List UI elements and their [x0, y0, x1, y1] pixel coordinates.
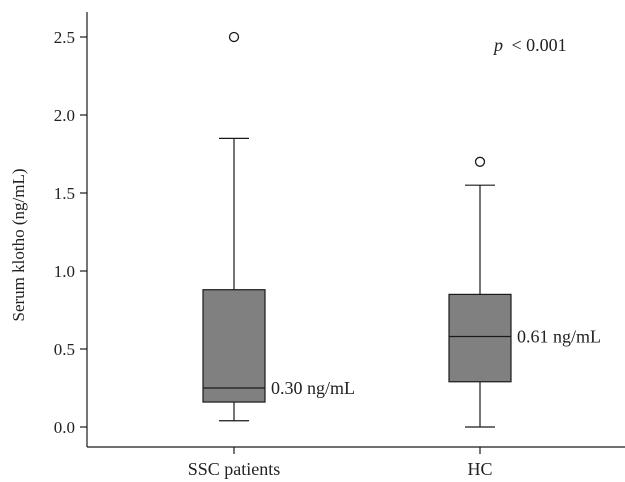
axes: 0.0 0.5 1.0 1.5 2.0 2.5 SSC patients HC — [54, 12, 625, 479]
y-tick-label: 2.0 — [54, 106, 75, 125]
median-value-label: 0.30 ng/mL — [271, 378, 355, 398]
y-tick-label: 1.0 — [54, 262, 75, 281]
p-value: < 0.001 — [512, 35, 567, 55]
x-tick-label: SSC patients — [188, 459, 281, 479]
plot-marks: 0.30 ng/mL 0.61 ng/mL — [203, 33, 601, 428]
median-value-label: 0.61 ng/mL — [517, 327, 601, 347]
outlier-point — [230, 33, 239, 42]
y-axis-label: Serum klotho (ng/mL) — [9, 169, 28, 322]
outlier-point — [476, 157, 485, 166]
p-value-annotation: p < 0.001 — [492, 35, 567, 55]
y-tick-label: 0.5 — [54, 340, 75, 359]
x-tick-label: HC — [467, 459, 492, 479]
p-symbol: p — [492, 35, 503, 55]
box-group: 0.61 ng/mL — [449, 157, 601, 427]
box-group: 0.30 ng/mL — [203, 33, 355, 421]
box-iqr — [449, 294, 511, 381]
y-tick-label: 1.5 — [54, 184, 75, 203]
y-tick-label: 2.5 — [54, 28, 75, 47]
y-tick-label: 0.0 — [54, 418, 75, 437]
box-iqr — [203, 290, 265, 402]
